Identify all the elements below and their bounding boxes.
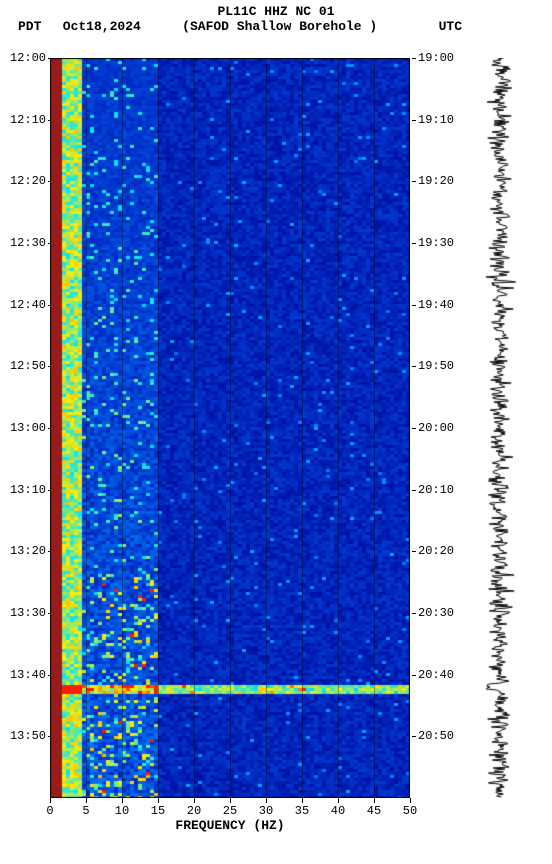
waveform-trace (480, 58, 520, 798)
y-right-tick: 20:40 (418, 668, 454, 682)
y-right-tick: 19:40 (418, 298, 454, 312)
x-tick: 15 (151, 804, 165, 818)
date: Oct18,2024 (63, 19, 141, 34)
y-left-tick: 13:20 (10, 544, 46, 558)
y-left-tick: 12:30 (10, 236, 46, 250)
y-left-tick: 13:30 (10, 606, 46, 620)
y-right-tick: 19:50 (418, 359, 454, 373)
y-right-tick: 19:00 (418, 51, 454, 65)
x-tick: 30 (259, 804, 273, 818)
x-axis-label: FREQUENCY (HZ) (50, 818, 410, 833)
y-right-tick: 19:10 (418, 113, 454, 127)
y-right-tick: 20:00 (418, 421, 454, 435)
x-tick: 40 (331, 804, 345, 818)
spectrogram (50, 58, 410, 798)
title-line1: PL11C HHZ NC 01 (0, 0, 552, 19)
y-left-tick: 12:10 (10, 113, 46, 127)
x-tick: 10 (115, 804, 129, 818)
x-tick: 25 (223, 804, 237, 818)
station: (SAFOD Shallow Borehole ) (182, 19, 377, 34)
x-tick: 20 (187, 804, 201, 818)
x-axis: FREQUENCY (HZ) 05101520253035404550 (50, 798, 410, 838)
y-axis-left: 12:0012:1012:2012:3012:4012:5013:0013:10… (0, 58, 48, 798)
x-tick: 35 (295, 804, 309, 818)
y-left-tick: 13:10 (10, 483, 46, 497)
y-right-tick: 20:20 (418, 544, 454, 558)
y-left-tick: 12:20 (10, 174, 46, 188)
y-right-tick: 20:30 (418, 606, 454, 620)
y-right-tick: 19:20 (418, 174, 454, 188)
y-right-tick: 19:30 (418, 236, 454, 250)
title-line2: PDT Oct18,2024 (SAFOD Shallow Borehole )… (0, 19, 552, 34)
y-right-tick: 20:10 (418, 483, 454, 497)
tz-left: PDT (18, 19, 41, 34)
x-tick: 5 (82, 804, 89, 818)
y-left-tick: 13:00 (10, 421, 46, 435)
y-left-tick: 13:50 (10, 729, 46, 743)
y-axis-right: 19:0019:1019:2019:3019:4019:5020:0020:10… (412, 58, 460, 798)
y-right-tick: 20:50 (418, 729, 454, 743)
y-left-tick: 13:40 (10, 668, 46, 682)
tz-right: UTC (439, 19, 462, 34)
y-left-tick: 12:00 (10, 51, 46, 65)
x-tick: 50 (403, 804, 417, 818)
x-tick: 0 (46, 804, 53, 818)
y-left-tick: 12:40 (10, 298, 46, 312)
y-left-tick: 12:50 (10, 359, 46, 373)
x-tick: 45 (367, 804, 381, 818)
